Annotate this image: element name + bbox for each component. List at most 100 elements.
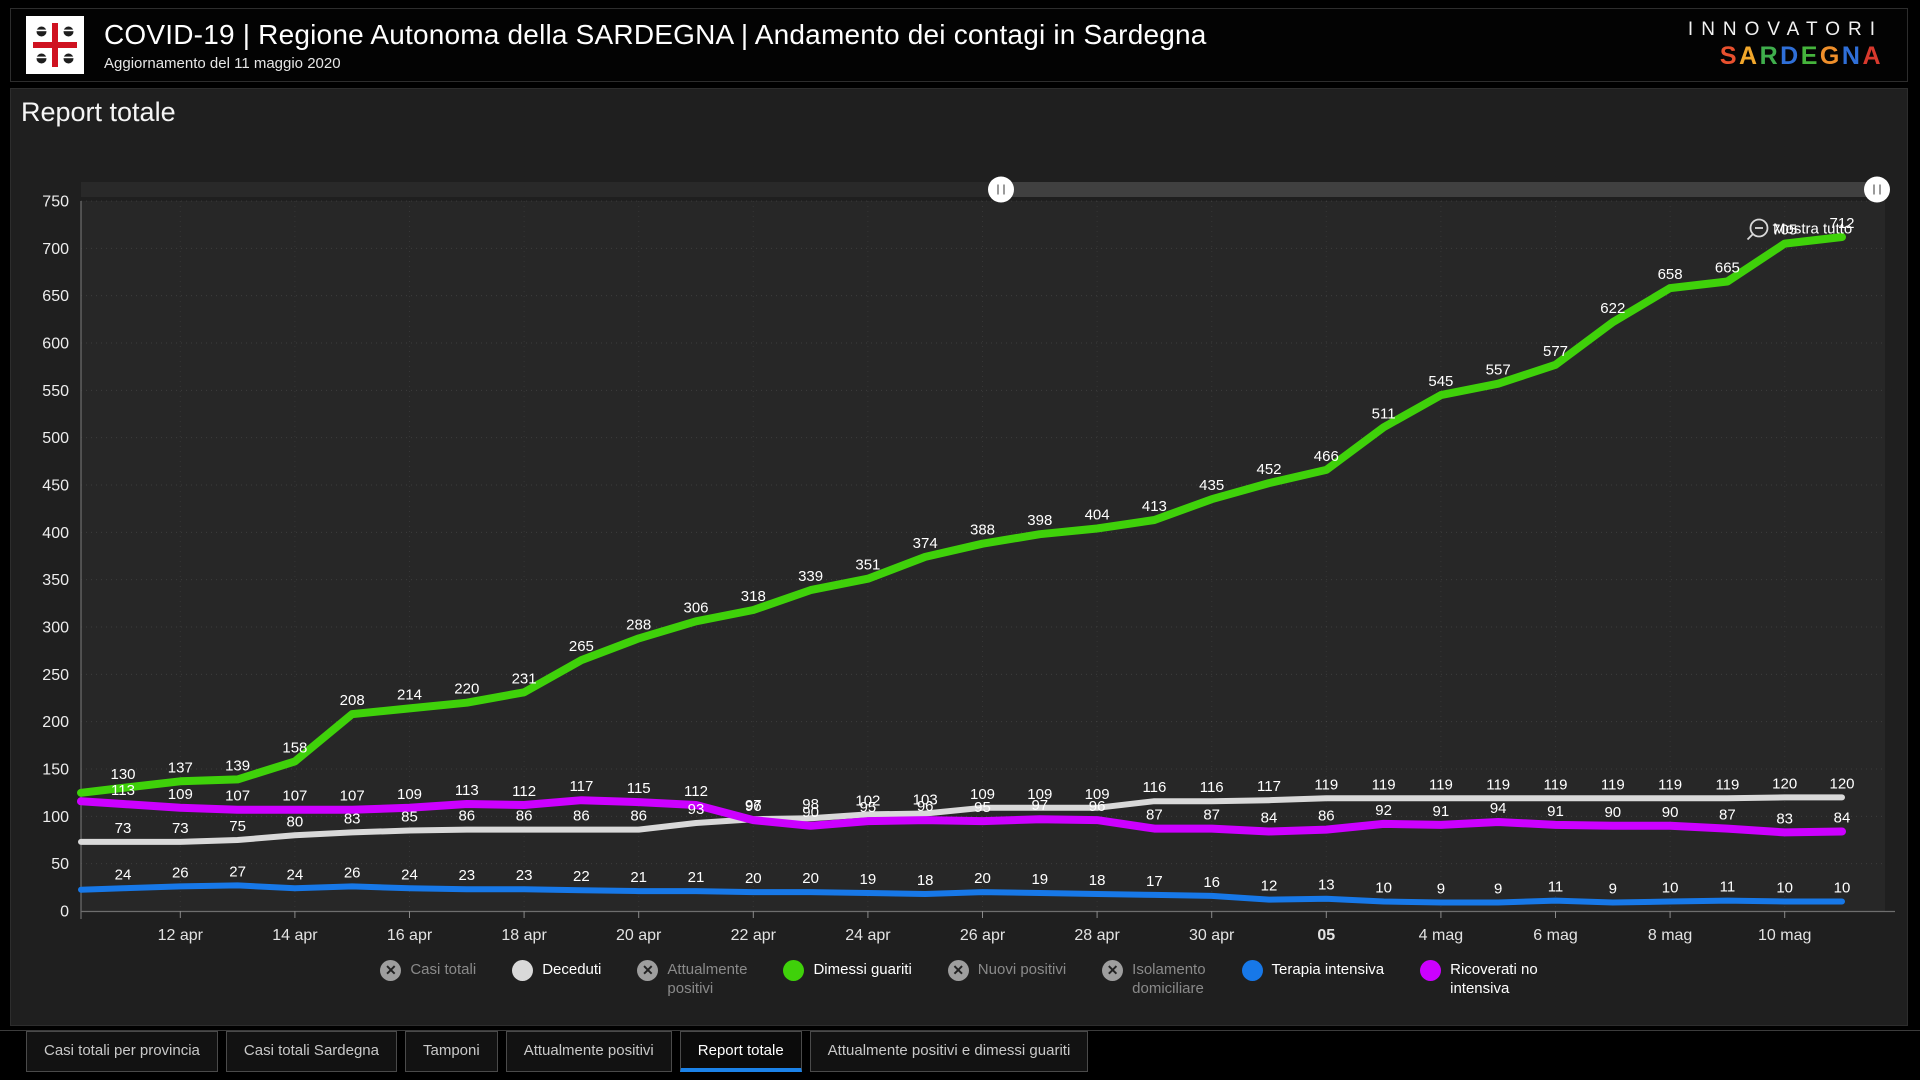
svg-text:700: 700 <box>42 241 69 258</box>
brand-letter: A <box>1862 42 1883 70</box>
svg-text:600: 600 <box>42 336 69 353</box>
tab-attualmente-positivi[interactable]: Attualmente positivi <box>505 1031 672 1072</box>
svg-text:112: 112 <box>512 783 536 800</box>
svg-text:26 apr: 26 apr <box>960 927 1006 944</box>
svg-text:11: 11 <box>1548 879 1564 896</box>
svg-text:220: 220 <box>454 681 479 698</box>
svg-text:24: 24 <box>115 866 132 883</box>
svg-text:14 apr: 14 apr <box>272 927 318 944</box>
series-line-deceduti[interactable] <box>78 794 1845 845</box>
svg-text:24 apr: 24 apr <box>845 927 891 944</box>
svg-text:712: 712 <box>1829 215 1854 232</box>
svg-text:665: 665 <box>1715 259 1740 276</box>
legend-item-dimessi-guariti[interactable]: Dimessi guariti <box>783 960 912 999</box>
brand-line2: SARDEGNA <box>1688 42 1883 71</box>
tabbar-divider <box>0 1030 1920 1031</box>
sardegna-flag-logo <box>26 16 84 74</box>
svg-text:208: 208 <box>340 692 365 709</box>
range-slider-right-handle[interactable] <box>1864 176 1890 203</box>
svg-text:98: 98 <box>802 796 819 813</box>
tab-report-totale[interactable]: Report totale <box>679 1031 802 1072</box>
svg-text:158: 158 <box>282 739 307 756</box>
brand-line1: INNOVATORI <box>1687 19 1883 40</box>
range-slider[interactable] <box>81 176 1890 203</box>
svg-text:26: 26 <box>344 864 361 881</box>
svg-text:27: 27 <box>229 863 246 880</box>
svg-text:18: 18 <box>1089 872 1106 889</box>
svg-text:13: 13 <box>1318 877 1335 894</box>
series-line-ricoverati-no-intensiva[interactable] <box>77 796 1846 837</box>
svg-text:119: 119 <box>1372 776 1396 793</box>
svg-text:622: 622 <box>1600 300 1625 317</box>
legend-item-nuovi-positivi[interactable]: ✕ Nuovi positivi <box>947 960 1066 999</box>
svg-text:119: 119 <box>1486 776 1510 793</box>
svg-text:21: 21 <box>630 869 647 886</box>
svg-text:75: 75 <box>229 818 246 835</box>
svg-text:83: 83 <box>344 810 361 827</box>
svg-text:9: 9 <box>1609 880 1617 897</box>
legend-item-ricoverati-no-intensiva[interactable]: Ricoverati no intensiva <box>1420 960 1538 999</box>
svg-text:117: 117 <box>1257 778 1281 795</box>
series-line-terapia-intensiva[interactable] <box>78 882 1845 906</box>
tab-attualmente-positivi-e-dimessi-guariti[interactable]: Attualmente positivi e dimessi guariti <box>809 1031 1089 1072</box>
legend-item-casi-totali[interactable]: ✕ Casi totali <box>380 960 476 999</box>
svg-text:231: 231 <box>512 670 537 687</box>
tab-casi-totali-per-provincia[interactable]: Casi totali per provincia <box>26 1031 218 1072</box>
svg-text:705: 705 <box>1772 222 1797 239</box>
brand-letter: S <box>1719 42 1740 70</box>
svg-text:91: 91 <box>1433 803 1450 820</box>
svg-text:300: 300 <box>42 620 69 637</box>
svg-text:83: 83 <box>1776 810 1793 827</box>
gridlines <box>81 200 1885 911</box>
range-slider-left-handle[interactable] <box>988 176 1014 203</box>
svg-text:73: 73 <box>172 820 189 837</box>
svg-text:30 apr: 30 apr <box>1189 927 1235 944</box>
report-chart[interactable]: Mostra tutto 73 73 75 80 83 85 86 86 86 86 93 97 98 10… <box>11 149 1911 961</box>
svg-text:19: 19 <box>1031 871 1048 888</box>
svg-text:18: 18 <box>917 872 934 889</box>
svg-text:658: 658 <box>1658 266 1683 283</box>
x-axis-labels: 12 apr 14 apr 16 apr 18 apr 20 apr 22 apr 24 a… <box>158 927 1812 944</box>
legend-item-deceduti[interactable]: Deceduti <box>512 960 601 999</box>
svg-text:10: 10 <box>1375 880 1392 897</box>
svg-text:90: 90 <box>1662 804 1679 821</box>
svg-text:119: 119 <box>1544 776 1568 793</box>
svg-text:23: 23 <box>458 867 475 884</box>
svg-text:0: 0 <box>60 904 69 921</box>
svg-text:107: 107 <box>225 788 250 805</box>
legend-item-terapia-intensiva[interactable]: Terapia intensiva <box>1241 960 1384 999</box>
svg-text:96: 96 <box>745 798 762 815</box>
svg-text:20: 20 <box>974 870 991 887</box>
svg-text:116: 116 <box>1142 779 1166 796</box>
svg-text:119: 119 <box>1314 776 1338 793</box>
tab-casi-totali-sardegna[interactable]: Casi totali Sardegna <box>225 1031 397 1072</box>
legend-disabled-x-icon: ✕ <box>637 960 659 981</box>
series-line-dimessi-guariti[interactable] <box>77 233 1846 797</box>
svg-text:21: 21 <box>688 869 705 886</box>
legend-color-dot-icon <box>1241 960 1263 981</box>
svg-text:115: 115 <box>627 780 651 797</box>
svg-text:351: 351 <box>855 557 880 574</box>
svg-text:200: 200 <box>42 714 69 731</box>
svg-text:18 apr: 18 apr <box>501 927 547 944</box>
svg-text:86: 86 <box>516 808 533 825</box>
svg-text:750: 750 <box>42 194 69 211</box>
svg-text:466: 466 <box>1314 448 1339 465</box>
svg-text:339: 339 <box>798 568 823 585</box>
tab-tamponi[interactable]: Tamponi <box>405 1031 498 1072</box>
legend-color-dot-icon <box>1420 960 1442 981</box>
svg-text:10: 10 <box>1662 880 1679 897</box>
legend-item-attualmente-positivi[interactable]: ✕ Attualmente positivi <box>637 960 747 999</box>
zoom-out-icon <box>1746 218 1769 241</box>
svg-text:90: 90 <box>1604 804 1621 821</box>
svg-text:91: 91 <box>1547 803 1564 820</box>
svg-text:398: 398 <box>1027 512 1052 529</box>
svg-text:20 apr: 20 apr <box>616 927 662 944</box>
svg-text:500: 500 <box>42 430 69 447</box>
svg-text:107: 107 <box>282 788 307 805</box>
svg-text:23: 23 <box>516 867 533 884</box>
show-all-button[interactable]: Mostra tutto <box>1746 218 1853 241</box>
svg-text:22 apr: 22 apr <box>731 927 777 944</box>
legend-item-isolamento-domiciliare[interactable]: ✕ Isolamento domiciliare <box>1102 960 1206 999</box>
legend-color-dot-icon <box>512 960 534 981</box>
